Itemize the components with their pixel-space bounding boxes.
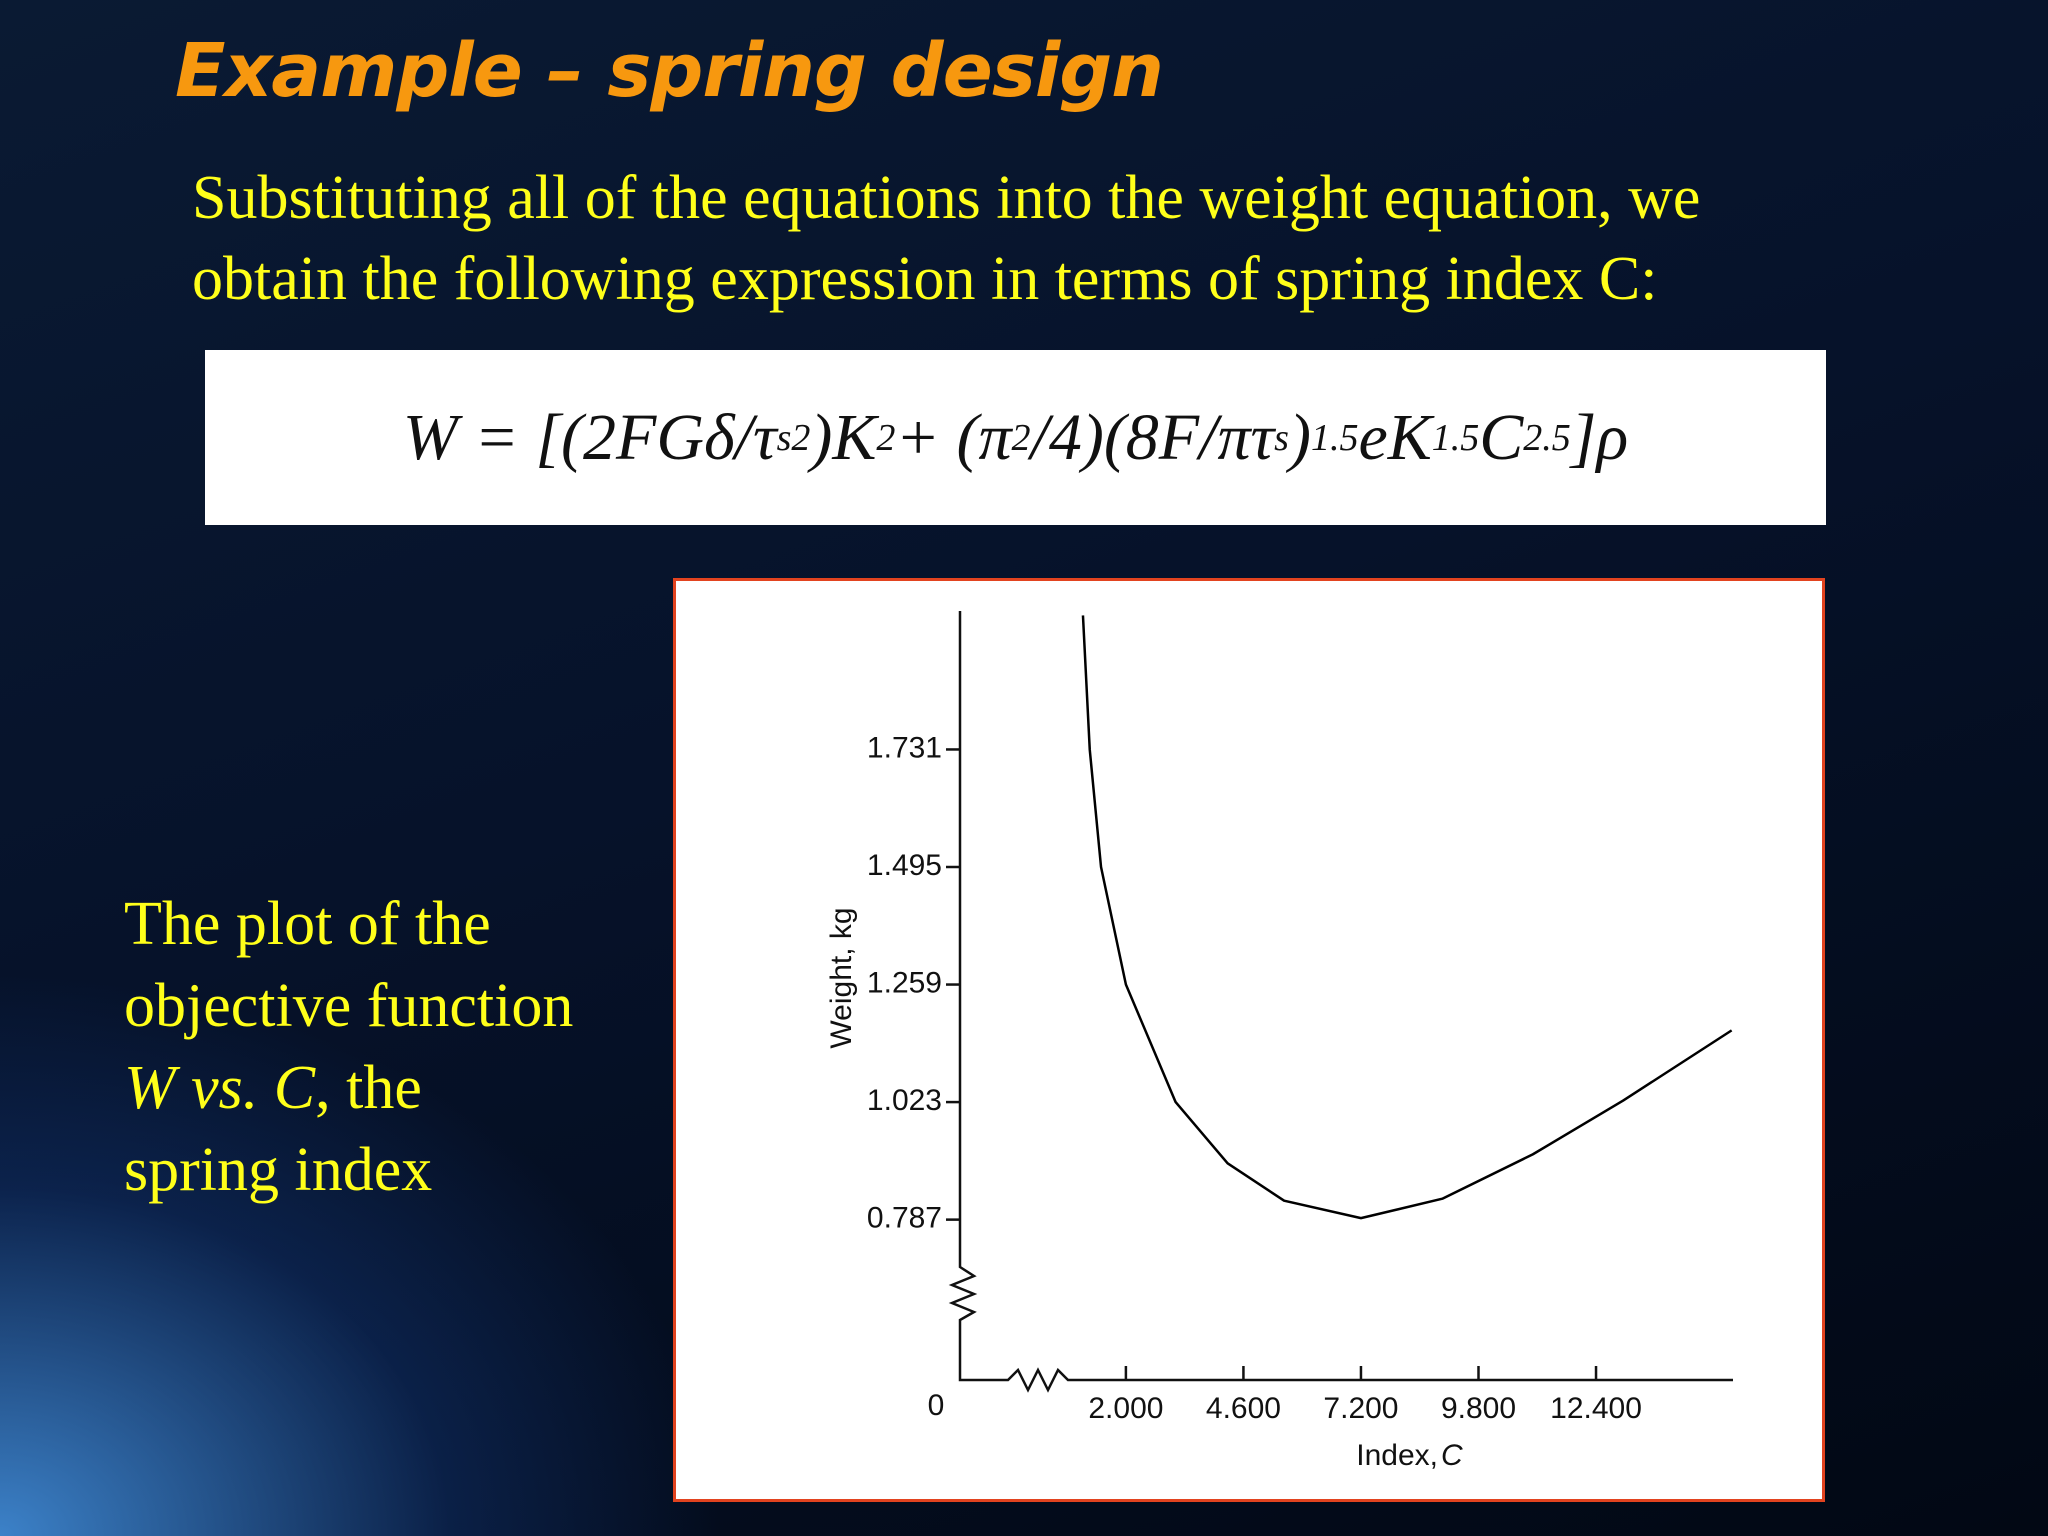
formula-part: eK xyxy=(1358,400,1432,474)
y-tick-label: 1.495 xyxy=(867,849,942,882)
axis-lines xyxy=(948,611,1733,1393)
formula-sup: 1.5 xyxy=(1431,416,1480,459)
y-tick-label: 0.787 xyxy=(867,1202,942,1235)
side-line: objective function xyxy=(124,972,574,1040)
formula-part: C xyxy=(1479,400,1524,474)
x-tick-label: 9.800 xyxy=(1441,1392,1516,1425)
formula-sub: s xyxy=(1274,416,1289,459)
formula-part: ]ρ xyxy=(1570,400,1629,474)
side-italic: W vs. C xyxy=(124,1054,316,1122)
body-text: Substituting all of the equations into t… xyxy=(192,158,1700,320)
formula-sup: 2 xyxy=(1011,416,1031,459)
y-axis-label: Weight, kg xyxy=(825,907,858,1048)
side-line: W vs. C, the xyxy=(124,1047,573,1129)
formula-part: + (π xyxy=(895,400,1012,474)
formula-part: ) xyxy=(1288,400,1311,474)
y-tick-label: 1.023 xyxy=(867,1084,942,1117)
origin-label: 0 xyxy=(928,1389,945,1422)
curve xyxy=(1081,615,1733,1220)
side-part: , the xyxy=(315,1054,422,1122)
axes xyxy=(948,611,1733,1393)
x-tick-label: 4.600 xyxy=(1206,1392,1281,1425)
side-text: The plot of the objective function W vs.… xyxy=(124,883,573,1211)
formula-sup: 2.5 xyxy=(1523,416,1571,459)
slide-title: Example – spring design xyxy=(175,28,1164,114)
side-line: spring index xyxy=(124,1136,433,1204)
formula: W = [(2FGδ/τ s 2)K 2 + (π 2/4)(8F/πτ s) 1.5 eK 1… xyxy=(205,350,1826,525)
y-tick-label: 1.259 xyxy=(867,966,942,999)
x-tick-label: 7.200 xyxy=(1323,1392,1398,1425)
x-tick-label: 2.000 xyxy=(1088,1392,1163,1425)
chart-frame xyxy=(673,578,1825,1502)
formula-part: )K xyxy=(810,400,877,474)
x-axis-label: Index, xyxy=(1356,1439,1438,1472)
formula-part: W = [(2FGδ/τ xyxy=(402,400,777,474)
formula-sup: 2 xyxy=(791,416,811,459)
x-axis-label: C xyxy=(1441,1439,1463,1472)
formula-sup: 1.5 xyxy=(1310,416,1359,459)
formula-sub: s xyxy=(776,416,792,459)
y-tick-label: 1.731 xyxy=(867,731,942,764)
formula-part: /4)(8F/πτ xyxy=(1030,400,1275,474)
x-tick-label: 12.400 xyxy=(1550,1392,1642,1425)
side-line: The plot of the xyxy=(124,890,491,958)
body-line: Substituting all of the equations into t… xyxy=(192,164,1701,232)
body-line: obtain the following expression in terms… xyxy=(192,245,1658,313)
formula-sup: 2 xyxy=(876,416,896,459)
